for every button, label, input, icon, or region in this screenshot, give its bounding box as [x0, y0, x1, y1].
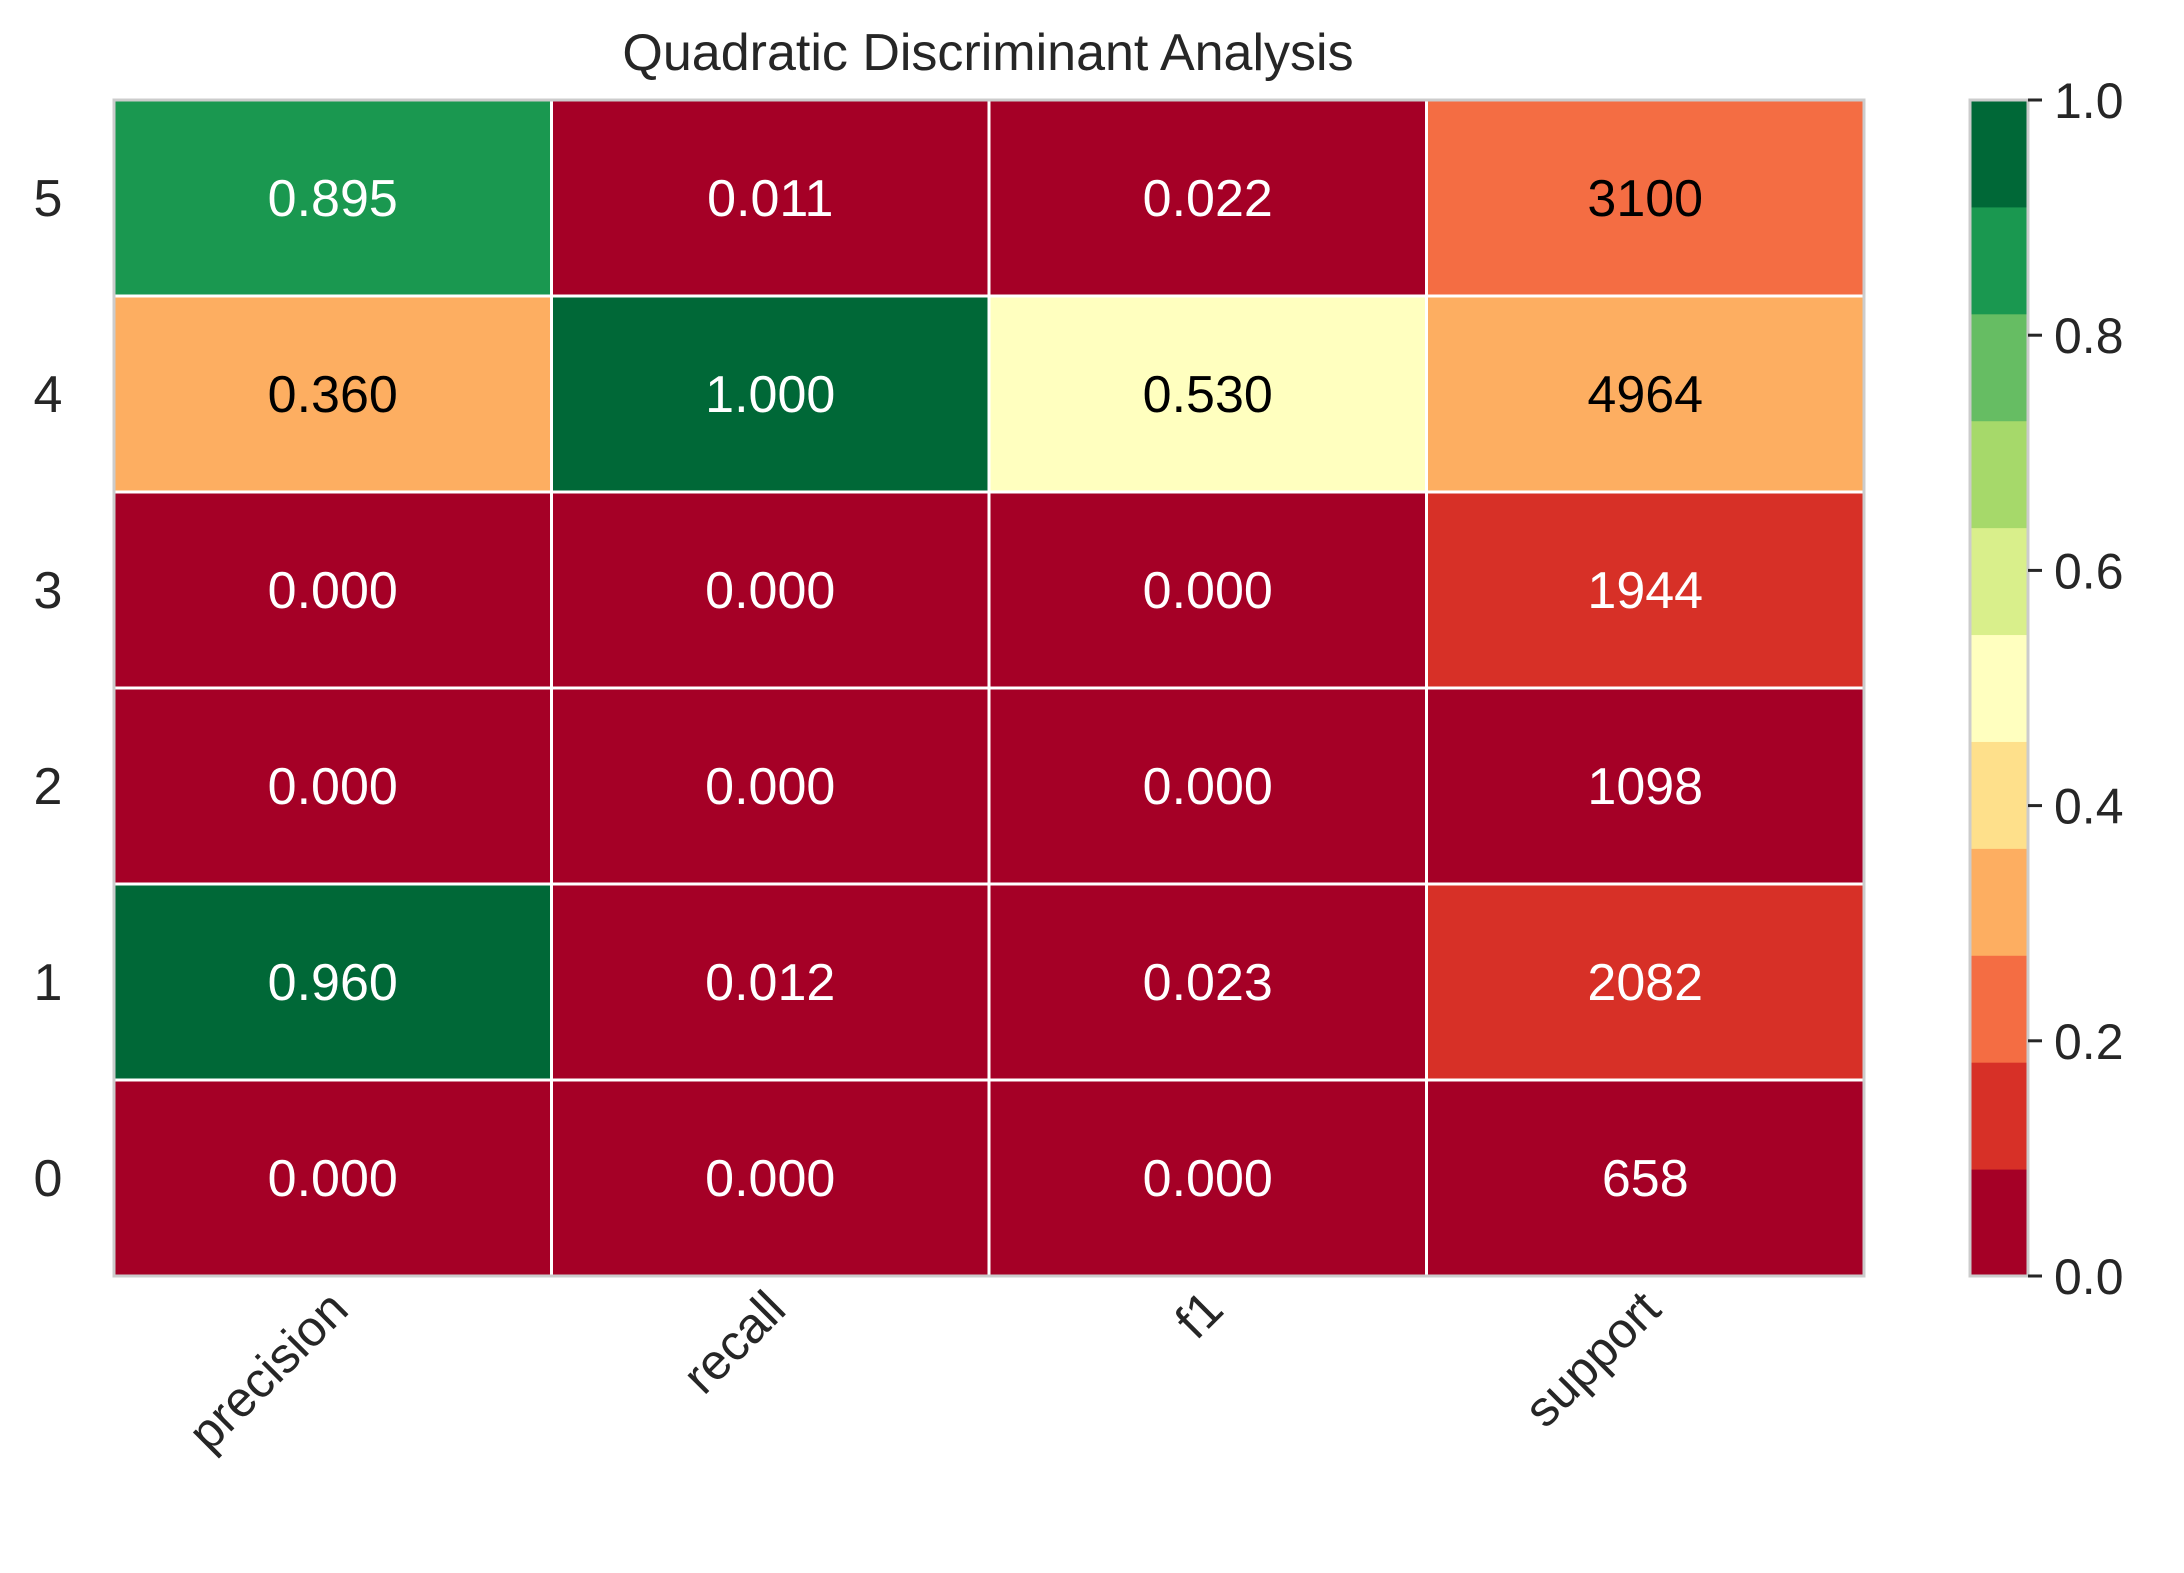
colorbar-band — [1970, 741, 2028, 849]
chart-title: Quadratic Discriminant Analysis — [622, 24, 1353, 82]
heatmap-cell — [550, 294, 991, 494]
colorbar-frame — [1968, 98, 2030, 1278]
cell-value-label: 0.000 — [705, 1150, 835, 1208]
heatmap-cell — [550, 882, 991, 1082]
cell-value-label: 0.000 — [268, 562, 398, 620]
colorbar-band — [1970, 420, 2028, 529]
heatmap-cell — [1425, 882, 1866, 1082]
cell-value-label: 1944 — [1587, 562, 1703, 620]
heatmap-cell — [1425, 490, 1866, 690]
cell-value-label: 0.011 — [707, 170, 833, 228]
colorbar-band — [1970, 1062, 2028, 1170]
colorbar-band — [1970, 527, 2028, 636]
cell-value-label: 0.530 — [1143, 366, 1273, 424]
cell-value-label: 2082 — [1587, 954, 1703, 1012]
heatmap-cell — [112, 1078, 553, 1278]
y-tick-label: 1 — [34, 954, 63, 1012]
cell-value-label: 4964 — [1587, 366, 1703, 424]
cell-value-label: 0.000 — [1143, 562, 1273, 620]
y-tick-label: 2 — [34, 758, 63, 816]
colorbar-tick-label: 0.6 — [2054, 543, 2124, 599]
cell-value-label: 0.012 — [705, 954, 835, 1012]
cell-value-label: 0.022 — [1143, 170, 1273, 228]
colorbar-band — [1970, 955, 2028, 1063]
x-tick-label: f1 — [1164, 1280, 1233, 1349]
colorbar-band — [1970, 1169, 2028, 1277]
x-tick-label: support — [1513, 1280, 1671, 1438]
heatmap-cell — [550, 686, 991, 886]
y-tick-labels: 5 4 3 2 1 0 — [34, 170, 63, 1208]
heatmap-cell — [550, 1078, 991, 1278]
cell-value-label: 658 — [1602, 1150, 1689, 1208]
colorbar-band — [1970, 206, 2028, 315]
cell-value-label: 0.023 — [1143, 954, 1273, 1012]
cell-value-label: 0.000 — [705, 758, 835, 816]
heatmap-cell — [112, 686, 553, 886]
y-tick-label: 0 — [34, 1150, 63, 1208]
cell-value-label: 1.000 — [705, 366, 835, 424]
heatmap-cell — [112, 882, 553, 1082]
heatmap-cell — [987, 1078, 1428, 1278]
heatmap-cell — [112, 294, 553, 494]
colorbar-band — [1970, 100, 2028, 208]
plot-frame — [112, 98, 1866, 1278]
colorbar-band — [1970, 634, 2028, 742]
heatmap-cell — [1425, 294, 1866, 494]
colorbar-tick-label: 1.0 — [2054, 73, 2124, 129]
x-tick-label: precision — [177, 1280, 358, 1461]
heatmap-cell — [987, 686, 1428, 886]
heatmap-cell — [1425, 686, 1866, 886]
cell-value-label: 3100 — [1587, 170, 1703, 228]
colorbar-tick-label: 0.8 — [2054, 308, 2124, 364]
cell-value-label: 0.000 — [268, 758, 398, 816]
y-tick-label: 4 — [34, 366, 63, 424]
heatmap-cell — [550, 98, 991, 298]
heatmap-cell — [550, 490, 991, 690]
cell-value-label: 1098 — [1587, 758, 1703, 816]
y-tick-label: 3 — [34, 562, 63, 620]
heatmap-cell — [987, 882, 1428, 1082]
heatmap-grid: 0.895 0.011 0.022 3100 0.360 1.000 0.530 4964 0.… — [112, 98, 1866, 1278]
colorbar: 0.0 0.2 0.4 0.6 0.8 1.0 — [1968, 73, 2124, 1305]
colorbar-tick-label: 0.2 — [2054, 1014, 2124, 1070]
cell-value-label: 0.895 — [268, 170, 398, 228]
y-tick-label: 5 — [34, 170, 63, 228]
cell-value-label: 0.000 — [1143, 758, 1273, 816]
colorbar-tick-label: 0.0 — [2054, 1249, 2124, 1305]
x-tick-labels: precision recall f1 support — [177, 1280, 1671, 1461]
cell-value-label: 0.360 — [268, 366, 398, 424]
cell-value-label: 0.000 — [268, 1150, 398, 1208]
cell-value-label: 0.000 — [705, 562, 835, 620]
colorbar-tick-label: 0.4 — [2054, 779, 2124, 835]
colorbar-band — [1970, 848, 2028, 956]
x-tick-label: recall — [672, 1280, 796, 1404]
colorbar-band — [1970, 313, 2028, 422]
heatmap-cell — [112, 98, 553, 298]
cell-value-label: 0.960 — [268, 954, 398, 1012]
heatmap-cell — [1425, 98, 1866, 298]
cell-value-label: 0.000 — [1143, 1150, 1273, 1208]
